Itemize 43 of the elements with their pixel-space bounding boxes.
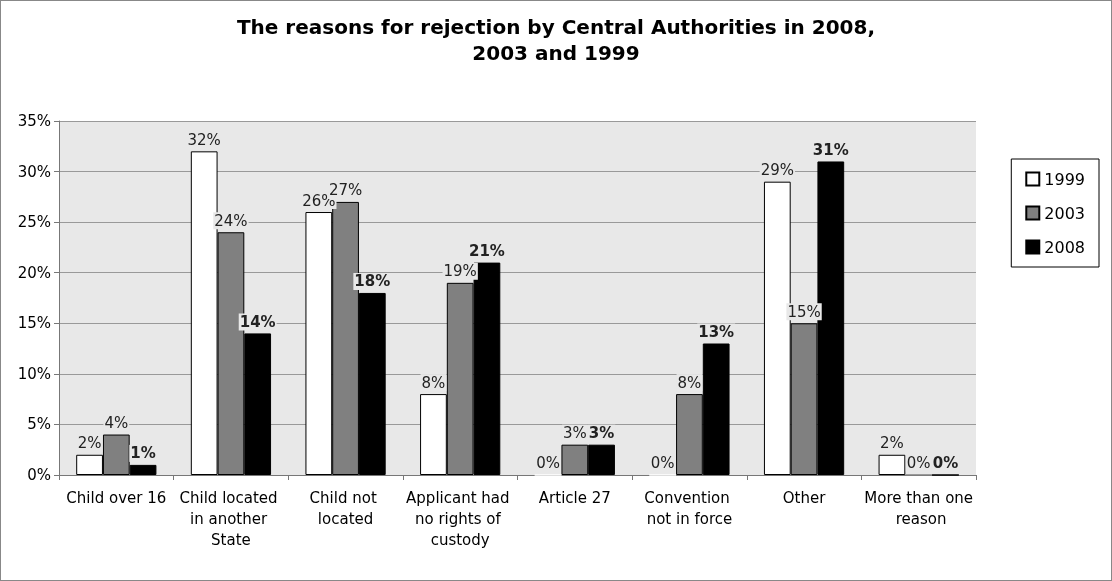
data-label: 19% <box>443 262 477 281</box>
x-tick-label: Child located in another State <box>179 488 283 549</box>
data-label: 1% <box>130 444 156 463</box>
data-label: 18% <box>354 272 391 291</box>
legend-label: 2008 <box>1044 237 1085 257</box>
data-label: 2% <box>77 434 102 453</box>
x-tick-label: Applicant had no rights of custody <box>406 488 515 549</box>
legend-label: 2003 <box>1044 203 1085 223</box>
y-tick-label: 5% <box>27 415 51 434</box>
data-label: 29% <box>760 161 794 180</box>
x-tick-label: More than one reason <box>864 488 974 528</box>
y-tick-label: 35% <box>17 112 51 130</box>
data-label: 31% <box>812 140 849 159</box>
data-label: 15% <box>787 302 821 321</box>
x-tick-label: Convention not in force <box>644 488 735 528</box>
data-label: 3% <box>588 424 615 443</box>
y-tick-label: 20% <box>17 263 51 282</box>
data-label: 0% <box>932 454 959 472</box>
y-tick-label: 15% <box>17 314 51 333</box>
data-label: 32% <box>187 130 221 149</box>
legend-label: 1999 <box>1044 169 1085 189</box>
data-label: 8% <box>677 373 702 392</box>
data-label: 3% <box>562 424 587 443</box>
y-tick-label: 0% <box>27 466 51 484</box>
y-tick-label: 30% <box>17 162 51 181</box>
data-label: 13% <box>698 323 735 342</box>
data-label: 0% <box>650 454 675 472</box>
x-tick-label: Other <box>782 488 827 507</box>
data-label: 4% <box>104 414 129 433</box>
y-tick-label: 10% <box>17 364 51 383</box>
data-label: 21% <box>468 242 505 261</box>
x-tick-label: Article 27 <box>538 488 611 507</box>
chart-title: The reasons for rejection by Central Authorities in 2008, 2003 and 1999 <box>236 15 876 65</box>
x-tick-label: Child not located <box>309 488 382 528</box>
data-label: 0% <box>536 454 560 472</box>
data-label: 2% <box>880 434 904 453</box>
data-label: 14% <box>239 312 276 331</box>
y-tick-label: 25% <box>17 213 51 232</box>
data-label: 24% <box>214 211 248 230</box>
x-tick-label: Child over 16 <box>66 488 167 507</box>
data-label: 0% <box>906 454 931 472</box>
bar <box>878 454 906 475</box>
data-label: 8% <box>421 373 446 392</box>
